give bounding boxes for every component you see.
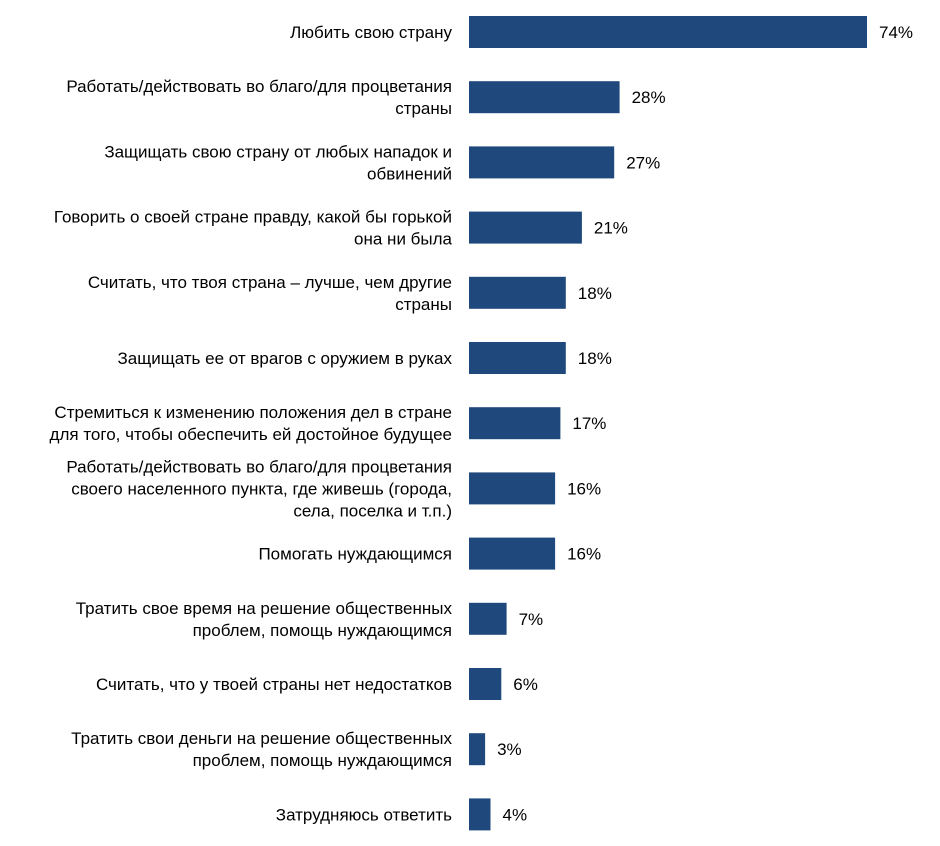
value-label-2: 27% [626, 153, 660, 172]
value-label-4: 18% [578, 284, 612, 303]
category-label-line: Тратить свое время на решение общественн… [76, 599, 453, 618]
category-label-line: Защищать ее от врагов с оружием в руках [118, 349, 453, 368]
category-label-0: Любить свою страну [290, 23, 452, 42]
bar-0 [469, 16, 867, 48]
category-label-3: Говорить о своей стране правду, какой бы… [54, 208, 453, 249]
category-label-line: для того, чтобы обеспечить ей достойное … [50, 425, 452, 444]
bar-8 [469, 537, 556, 570]
value-label-10: 6% [513, 675, 538, 694]
category-label-line: обвинений [367, 164, 452, 183]
category-label-line: Затрудняюсь ответить [276, 805, 452, 824]
value-label-11: 3% [497, 740, 522, 759]
category-label-line: Стремиться к изменению положения дел в с… [54, 403, 452, 422]
category-label-12: Затрудняюсь ответить [276, 805, 452, 824]
value-label-5: 18% [578, 349, 612, 368]
bar-11 [469, 733, 486, 766]
category-label-5: Защищать ее от врагов с оружием в руках [118, 349, 453, 368]
value-label-9: 7% [519, 610, 544, 629]
value-label-1: 28% [632, 88, 666, 107]
bar-3 [469, 211, 582, 244]
bar-6 [469, 407, 561, 440]
category-label-line: она ни была [354, 230, 453, 249]
category-label-line: своего населенного пункта, где живешь (г… [71, 479, 452, 498]
category-label-10: Считать, что у твоей страны нет недостат… [96, 675, 452, 694]
category-label-2: Защищать свою страну от любых нападок и о… [104, 142, 452, 183]
category-label-line: Тратить свои деньги на решение обществен… [71, 729, 452, 748]
category-label-line: страны [395, 295, 452, 314]
value-label-8: 16% [567, 545, 601, 564]
bar-10 [469, 668, 502, 700]
value-label-3: 21% [594, 219, 628, 238]
value-label-6: 17% [572, 414, 606, 433]
category-label-line: Работать/действовать во благо/для процве… [66, 457, 452, 476]
category-label-6: Стремиться к изменению положения дел в с… [50, 403, 452, 444]
category-label-1: Работать/действовать во благо/для процве… [66, 77, 452, 118]
category-label-line: села, поселка и т.п.) [293, 501, 452, 520]
category-label-4: Считать, что твоя страна – лучше, чем др… [88, 273, 452, 314]
bar-7 [469, 472, 556, 505]
category-label-line: Считать, что у твоей страны нет недостат… [96, 675, 452, 694]
category-label-line: Говорить о своей стране правду, какой бы… [54, 208, 452, 227]
category-label-line: Помогать нуждающимся [258, 545, 452, 564]
value-label-7: 16% [567, 479, 601, 498]
category-label-line: проблем, помощь нуждающимся [193, 621, 452, 640]
bar-5 [469, 342, 566, 374]
category-label-line: Защищать свою страну от любых нападок и [104, 142, 452, 161]
bar-1 [469, 81, 620, 114]
category-label-9: Тратить свое время на решение общественн… [76, 599, 453, 640]
bar-9 [469, 602, 507, 635]
category-label-line: страны [395, 99, 452, 118]
category-label-7: Работать/действовать во благо/для процве… [66, 457, 452, 520]
category-label-8: Помогать нуждающимся [258, 545, 452, 564]
category-label-11: Тратить свои деньги на решение обществен… [71, 729, 452, 770]
category-label-line: Считать, что твоя страна – лучше, чем др… [88, 273, 452, 292]
value-label-0: 74% [879, 23, 913, 42]
category-label-line: Работать/действовать во благо/для процве… [66, 77, 452, 96]
bar-4 [469, 276, 566, 309]
category-label-line: Любить свою страну [290, 23, 452, 42]
value-label-12: 4% [503, 805, 528, 824]
bar-2 [469, 146, 615, 179]
category-label-line: проблем, помощь нуждающимся [193, 751, 452, 770]
bar-12 [469, 798, 491, 831]
